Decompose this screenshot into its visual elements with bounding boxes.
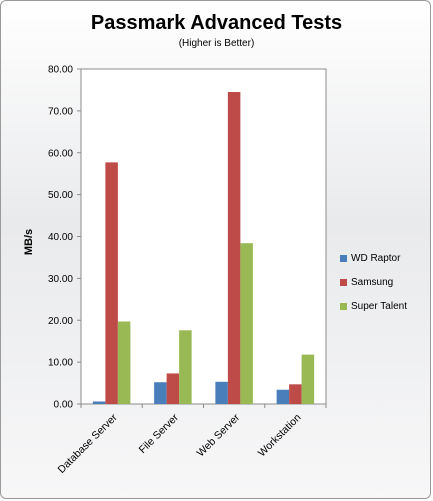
bar <box>276 389 290 404</box>
bar <box>179 330 192 404</box>
legend-label: WD Raptor <box>351 252 401 264</box>
y-tick-label: 30.00 <box>48 274 73 285</box>
legend-swatch <box>340 302 347 310</box>
bar <box>227 92 241 404</box>
bar <box>92 401 106 404</box>
x-category-label: Web Server <box>195 411 243 459</box>
legend-item: Super Talent <box>340 294 407 318</box>
bar <box>166 373 180 404</box>
y-tick-label: 60.00 <box>48 148 73 159</box>
bar <box>301 354 315 404</box>
y-tick-label: 70.00 <box>48 106 73 117</box>
bar <box>154 382 167 404</box>
chart-title: Passmark Advanced Tests <box>90 12 343 34</box>
y-tick-label: 40.00 <box>48 232 73 243</box>
legend: WD Raptor Samsung Super Talent <box>340 246 407 318</box>
bar <box>105 162 118 404</box>
y-tick-label: 80.00 <box>48 65 73 76</box>
y-axis-label-wrap: MB/s <box>14 229 44 260</box>
chart-subtitle: (Higher is Better) <box>178 38 255 49</box>
bar <box>117 321 131 404</box>
y-tick-label: 10.00 <box>48 358 73 369</box>
legend-item: WD Raptor <box>340 246 407 270</box>
x-category-label: Workstation <box>256 412 304 460</box>
bar <box>289 384 302 404</box>
legend-item: Samsung <box>340 270 407 294</box>
legend-swatch <box>340 254 347 262</box>
bar <box>240 243 253 404</box>
y-tick-label: 50.00 <box>48 190 73 201</box>
legend-swatch <box>340 278 347 286</box>
y-tick-label: 20.00 <box>48 316 73 327</box>
x-category-label: File Server <box>137 411 182 456</box>
bar <box>215 381 228 404</box>
y-axis-label: MB/s <box>23 228 35 256</box>
legend-label: Super Talent <box>351 300 407 312</box>
x-category-label: Database Server <box>56 411 121 476</box>
y-tick-label: 0.00 <box>54 400 74 411</box>
legend-label: Samsung <box>351 276 394 288</box>
